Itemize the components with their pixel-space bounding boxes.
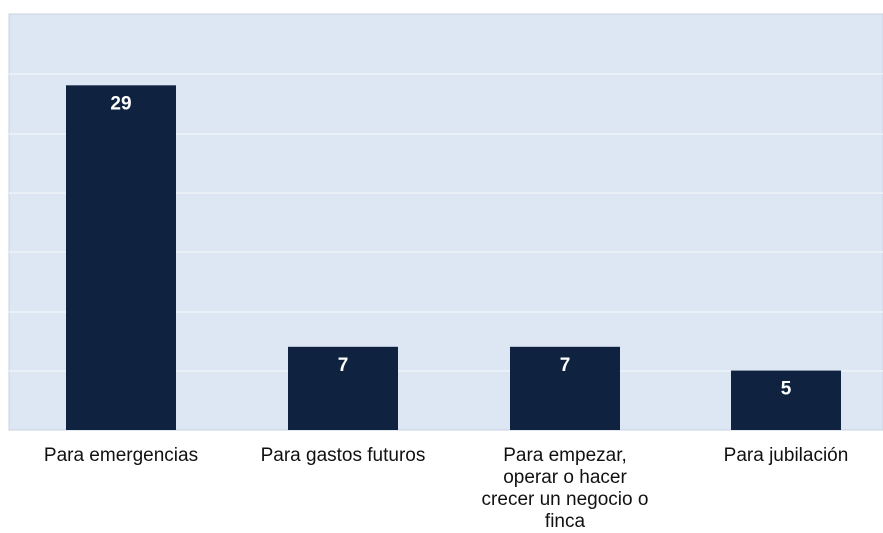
bar-value-label: 29 <box>110 93 131 114</box>
bar-value-label: 7 <box>560 355 571 376</box>
category-label: Para gastos futuros <box>261 445 426 466</box>
category-labels: Para emergencias Para gastos futuros Para … <box>44 445 848 532</box>
category-label: Para empezar, <box>503 445 627 466</box>
category-label: operar o hacer <box>503 467 627 488</box>
bar-value-label: 7 <box>338 355 349 376</box>
category-label: Para jubilación <box>724 445 849 466</box>
bars <box>66 85 841 431</box>
bar-value-label: 5 <box>781 379 792 400</box>
bar <box>66 85 176 431</box>
bar <box>288 346 398 430</box>
data-labels: 29 7 7 5 <box>110 93 791 399</box>
bar <box>510 346 620 430</box>
bar <box>731 370 841 430</box>
category-label: crecer un negocio o <box>482 489 649 510</box>
category-label: finca <box>545 511 586 532</box>
category-label: Para emergencias <box>44 445 198 466</box>
